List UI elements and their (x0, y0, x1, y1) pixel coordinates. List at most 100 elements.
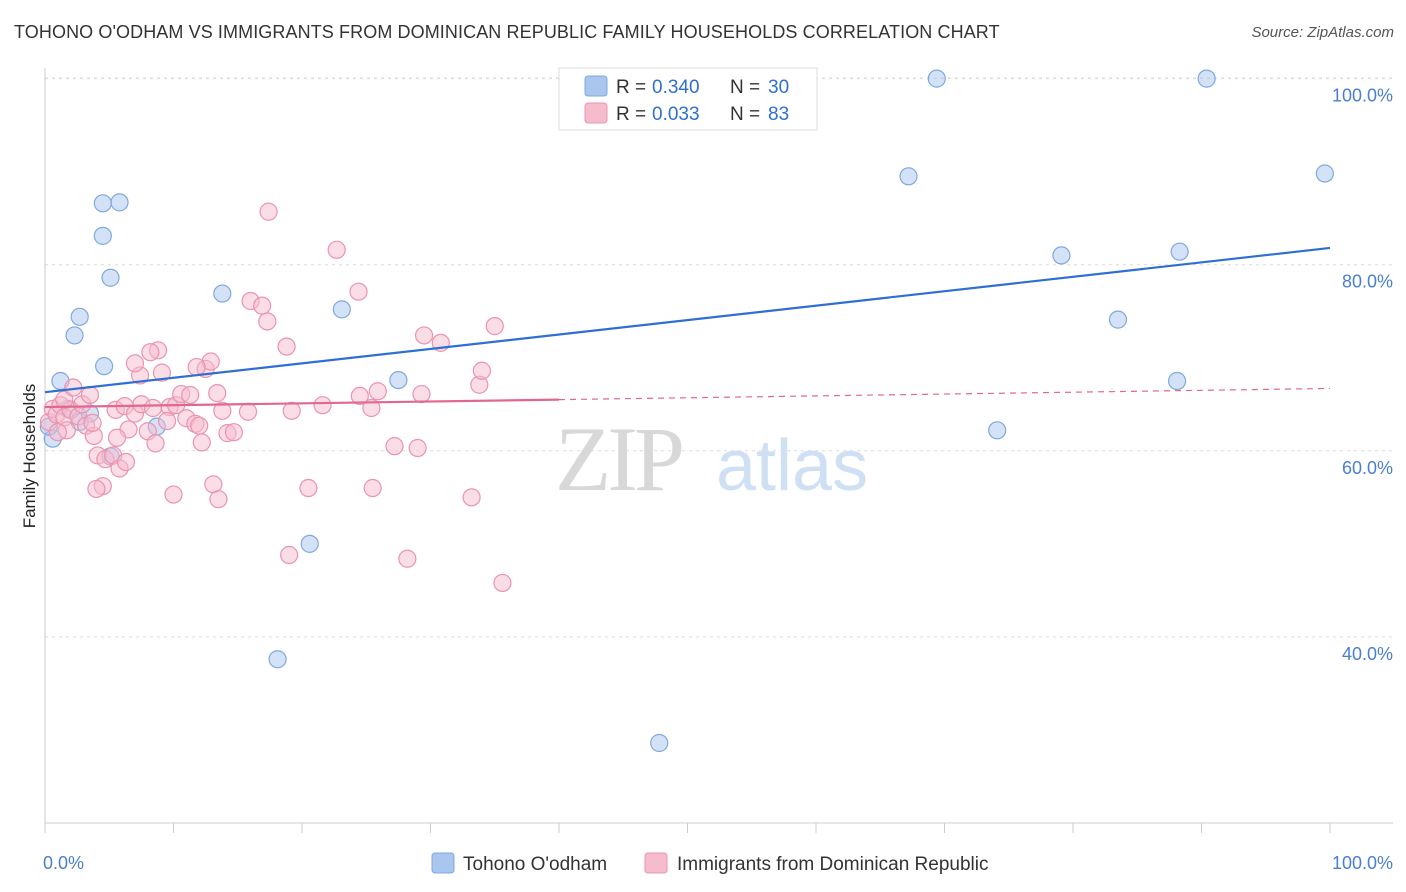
point-dominican (253, 296, 272, 315)
point-tohono (213, 284, 232, 303)
point-tohono (268, 650, 287, 669)
chart-title: TOHONO O'ODHAM VS IMMIGRANTS FROM DOMINI… (14, 22, 1000, 42)
point-dominican (48, 423, 67, 442)
point-tohono (110, 193, 129, 212)
point-dominican (362, 398, 381, 418)
point-dominican (146, 434, 165, 453)
legend-n-label-dominican: N = (730, 104, 760, 125)
watermark-zip: ZIP (555, 408, 682, 510)
point-tohono (300, 534, 319, 553)
legend-r-label-tohono: R = (616, 77, 646, 98)
point-tohono (650, 733, 669, 753)
point-dominican (209, 490, 228, 509)
point-tohono (1052, 246, 1071, 265)
axes (44, 68, 1393, 833)
point-dominican (181, 385, 200, 405)
point-dominican (83, 413, 102, 432)
point-tohono (70, 307, 89, 326)
point-tohono (927, 69, 946, 88)
point-dominican (187, 357, 206, 377)
point-dominican (192, 433, 211, 452)
y-axis-label: Family Households (20, 384, 39, 529)
legend-swatch-tohono (584, 75, 608, 97)
y-tick-label: 60.0% (1342, 458, 1393, 478)
legend-n-value-tohono: 30 (768, 77, 789, 98)
trend-line-dominican (44, 398, 560, 409)
point-dominican (141, 343, 160, 362)
point-dominican (485, 317, 504, 336)
point-dominican (125, 354, 145, 373)
point-tohono (95, 357, 114, 376)
point-dominican (277, 337, 296, 356)
stats-legend: R = 0.340 N = 30 R = 0.033 N = 83 (558, 67, 818, 131)
trend-lines (44, 246, 1331, 409)
point-dominican (368, 382, 387, 401)
point-dominican (224, 423, 243, 442)
point-dominican (385, 437, 404, 456)
grid-lines (45, 77, 1393, 638)
point-dominican (152, 363, 172, 382)
point-dominican (493, 573, 512, 593)
point-dominican (414, 326, 434, 345)
series-legend-label-dominican: Immigrants from Dominican Republic (677, 854, 989, 875)
point-dominican (280, 545, 299, 565)
point-dominican (363, 478, 382, 498)
point-tohono (101, 268, 120, 287)
point-dominican (107, 428, 127, 447)
watermark-atlas: atlas (716, 426, 868, 506)
legend-n-label-tohono: N = (730, 77, 760, 98)
point-dominican (157, 411, 177, 431)
point-dominican (349, 282, 368, 301)
data-points (39, 69, 1334, 753)
point-dominican (299, 478, 318, 498)
source-label: Source: ZipAtlas.com (1251, 24, 1394, 41)
point-dominican (472, 361, 491, 380)
point-dominican (208, 384, 227, 403)
point-dominican (259, 202, 278, 221)
point-dominican (87, 479, 106, 499)
y-tick-label: 100.0% (1332, 86, 1393, 106)
point-tohono (93, 226, 112, 245)
point-dominican (398, 549, 417, 568)
legend-r-value-dominican: 0.033 (652, 104, 700, 125)
legend-r-value-tohono: 0.340 (652, 77, 700, 98)
point-tohono (988, 421, 1007, 440)
point-dominican (55, 390, 74, 409)
point-tohono (899, 167, 918, 186)
point-dominican (282, 401, 301, 420)
point-tohono (1167, 371, 1187, 391)
point-dominican (238, 402, 258, 421)
legend-n-value-dominican: 83 (768, 104, 789, 125)
point-dominican (408, 438, 427, 458)
point-dominican (143, 398, 163, 418)
legend-swatch-dominican (584, 102, 608, 124)
point-tohono (93, 194, 112, 213)
point-dominican (213, 401, 232, 420)
point-dominican (164, 485, 183, 504)
point-dominican (258, 312, 277, 331)
point-dominican (327, 240, 346, 259)
legend-r-label-dominican: R = (616, 104, 646, 125)
point-dominican (412, 384, 431, 404)
series-legend-swatch-tohono (431, 852, 455, 874)
x-tick-label-max: 100.0% (1332, 853, 1393, 873)
series-legend-label-tohono: Tohono O'odham (463, 854, 607, 875)
point-dominican (462, 488, 481, 507)
point-dominican (80, 385, 100, 405)
point-tohono (1108, 310, 1128, 329)
point-tohono (1170, 242, 1189, 261)
point-dominican (190, 416, 209, 435)
trend-line-dominican-dashed (558, 387, 1331, 401)
point-tohono (332, 300, 351, 319)
point-tohono (1197, 69, 1216, 88)
y-tick-labels: 40.0% 60.0% 80.0% 100.0% (1332, 86, 1393, 664)
x-tick-label-min: 0.0% (43, 853, 84, 873)
trend-line-tohono (44, 246, 1331, 394)
point-dominican (350, 386, 369, 406)
point-dominican (116, 452, 136, 472)
point-dominican (313, 396, 332, 415)
series-legend: Tohono O'odham Immigrants from Dominican… (431, 852, 989, 875)
point-tohono (1315, 164, 1334, 183)
series-legend-swatch-dominican (644, 852, 668, 874)
